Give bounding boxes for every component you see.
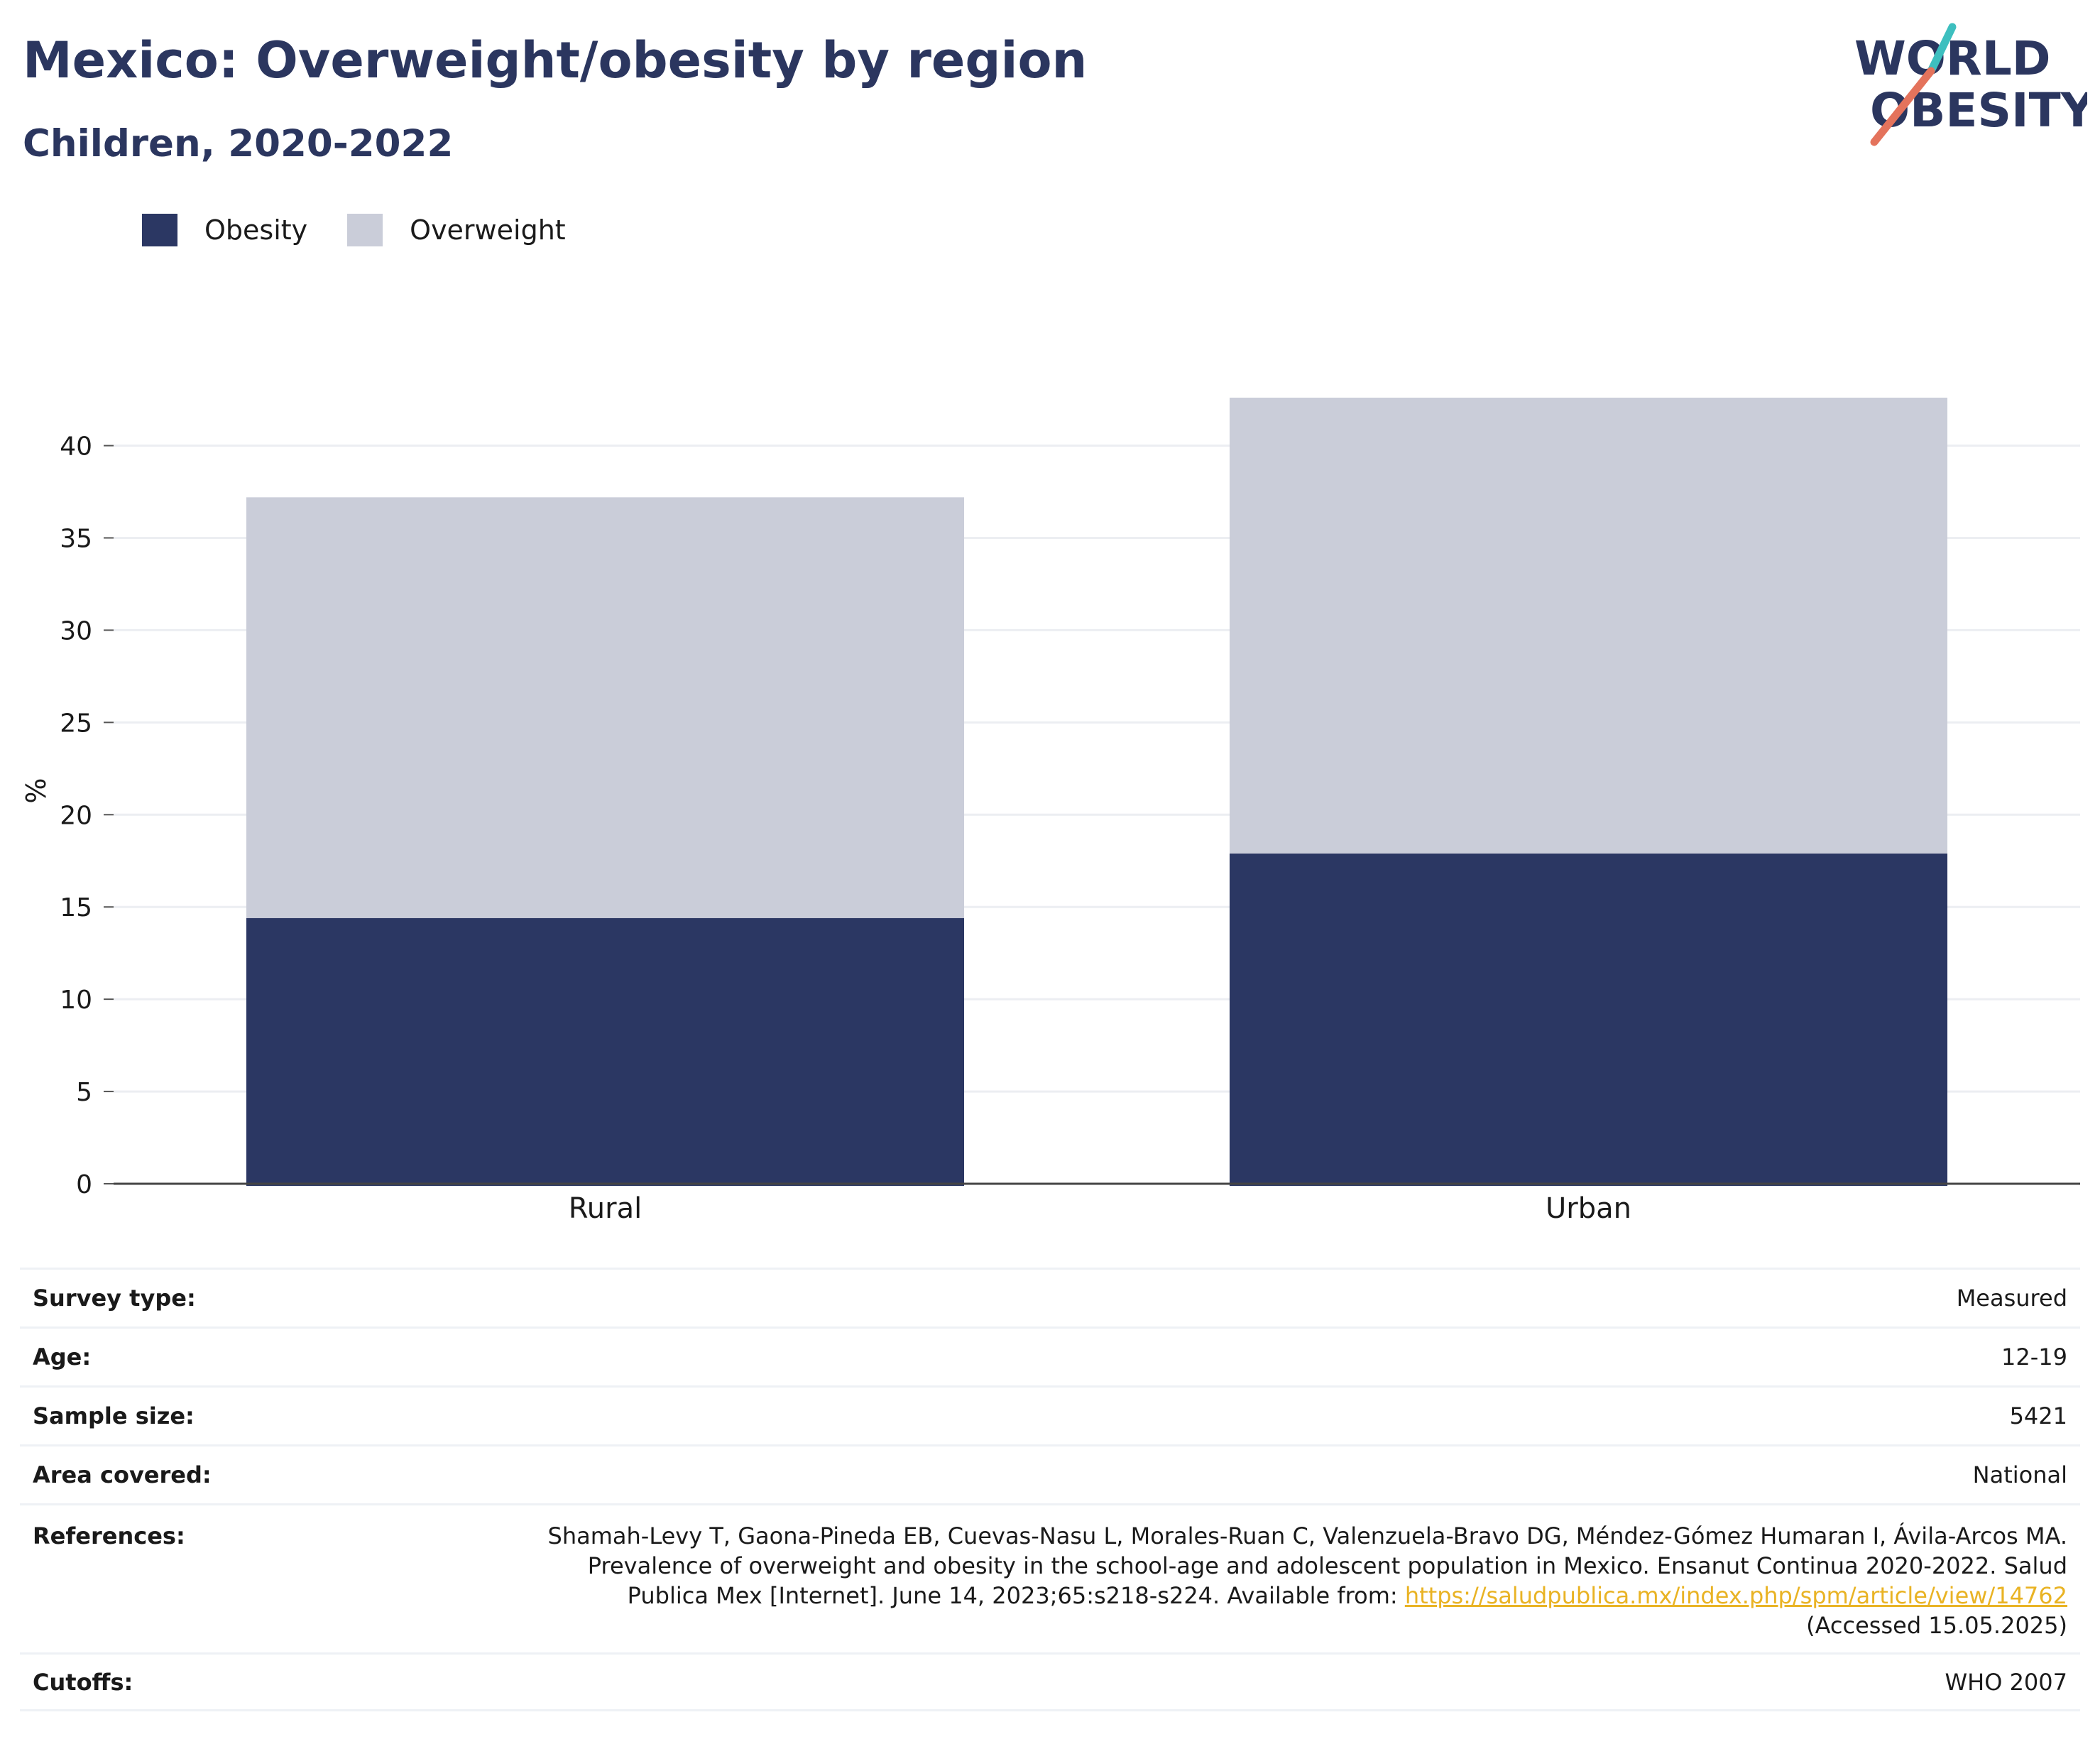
legend-item-obesity[interactable]: Obesity (142, 214, 307, 246)
bar-rural-obesity[interactable] (246, 917, 965, 1186)
info-value-references: Shamah-Levy T, Gaona-Pineda EB, Cuevas-N… (541, 1521, 2068, 1640)
stacked-bar-chart: 0 5 10 15 20 25 30 35 40 Rural Urban % (21, 398, 2080, 1225)
info-value-sample-size: 5421 (2009, 1402, 2067, 1429)
info-key-survey-type: Survey type: (33, 1285, 196, 1312)
legend-swatch-obesity (142, 214, 177, 246)
info-key-age: Age: (33, 1344, 92, 1371)
y-tick-label-20: 20 (60, 801, 92, 830)
y-tick-label-10: 10 (60, 986, 92, 1015)
info-row-survey-type: Survey type: Measured (20, 1268, 2080, 1326)
info-value-age: 12-19 (2001, 1344, 2067, 1371)
y-tick-label-0: 0 (76, 1170, 92, 1199)
chart-legend: Obesity Overweight (142, 212, 606, 249)
info-key-cutoffs: Cutoffs: (33, 1668, 133, 1696)
y-tick-label-5: 5 (76, 1078, 92, 1107)
bars (246, 398, 1948, 1186)
info-row-references: References: Shamah-Levy T, Gaona-Pineda … (20, 1503, 2080, 1652)
info-key-references: References: (33, 1522, 185, 1549)
chart-title: Mexico: Overweight/obesity by region (23, 31, 1088, 89)
reference-text: Shamah-Levy T, Gaona-Pineda EB, Cuevas-N… (547, 1522, 2068, 1609)
legend-swatch-overweight (347, 214, 383, 246)
logo-line1: WORLD (1854, 31, 2051, 86)
x-tick-label-urban: Urban (1546, 1192, 1631, 1225)
axes: 0 5 10 15 20 25 30 35 40 Rural Urban (60, 432, 2080, 1225)
y-tick-label-35: 35 (60, 524, 92, 553)
y-tick-label-15: 15 (60, 893, 92, 922)
chart-subtitle: Children, 2020-2022 (23, 122, 454, 165)
info-value-area-covered: National (1972, 1461, 2067, 1488)
logo-slash-teal (1927, 23, 1957, 75)
info-row-cutoffs: Cutoffs: WHO 2007 (20, 1652, 2080, 1711)
info-value-cutoffs: WHO 2007 (1945, 1668, 2068, 1696)
legend-label-overweight: Overweight (410, 214, 566, 246)
logo-line2: OBESITY (1870, 83, 2087, 138)
y-axis-title: % (21, 778, 52, 803)
reference-link[interactable]: https://saludpublica.mx/index.php/spm/ar… (1404, 1582, 2067, 1609)
y-tick-label-25: 25 (60, 709, 92, 738)
legend-item-overweight[interactable]: Overweight (347, 214, 566, 246)
world-obesity-logo: WORLD OBESITY (1853, 21, 2087, 149)
y-tick-label-40: 40 (60, 432, 92, 462)
bar-urban-overweight[interactable] (1229, 398, 1948, 854)
x-tick-label-rural: Rural (569, 1192, 642, 1225)
info-value-survey-type: Measured (1956, 1285, 2067, 1312)
bar-urban-obesity[interactable] (1229, 853, 1948, 1186)
logo-slash-coral (1870, 67, 1935, 146)
y-tick-label-30: 30 (60, 616, 92, 645)
info-key-sample-size: Sample size: (33, 1402, 195, 1429)
reference-accessed: (Accessed 15.05.2025) (1806, 1612, 2067, 1639)
chart-canvas: 0 5 10 15 20 25 30 35 40 Rural Urban % (21, 398, 2080, 1225)
bar-rural-overweight[interactable] (246, 497, 965, 918)
info-row-age: Age: 12-19 (20, 1326, 2080, 1385)
survey-info-table: Survey type: Measured Age: 12-19 Sample … (20, 1268, 2080, 1711)
legend-label-obesity: Obesity (204, 214, 308, 246)
info-row-sample-size: Sample size: 5421 (20, 1385, 2080, 1444)
info-key-area-covered: Area covered: (33, 1461, 212, 1488)
info-row-area-covered: Area covered: National (20, 1444, 2080, 1503)
